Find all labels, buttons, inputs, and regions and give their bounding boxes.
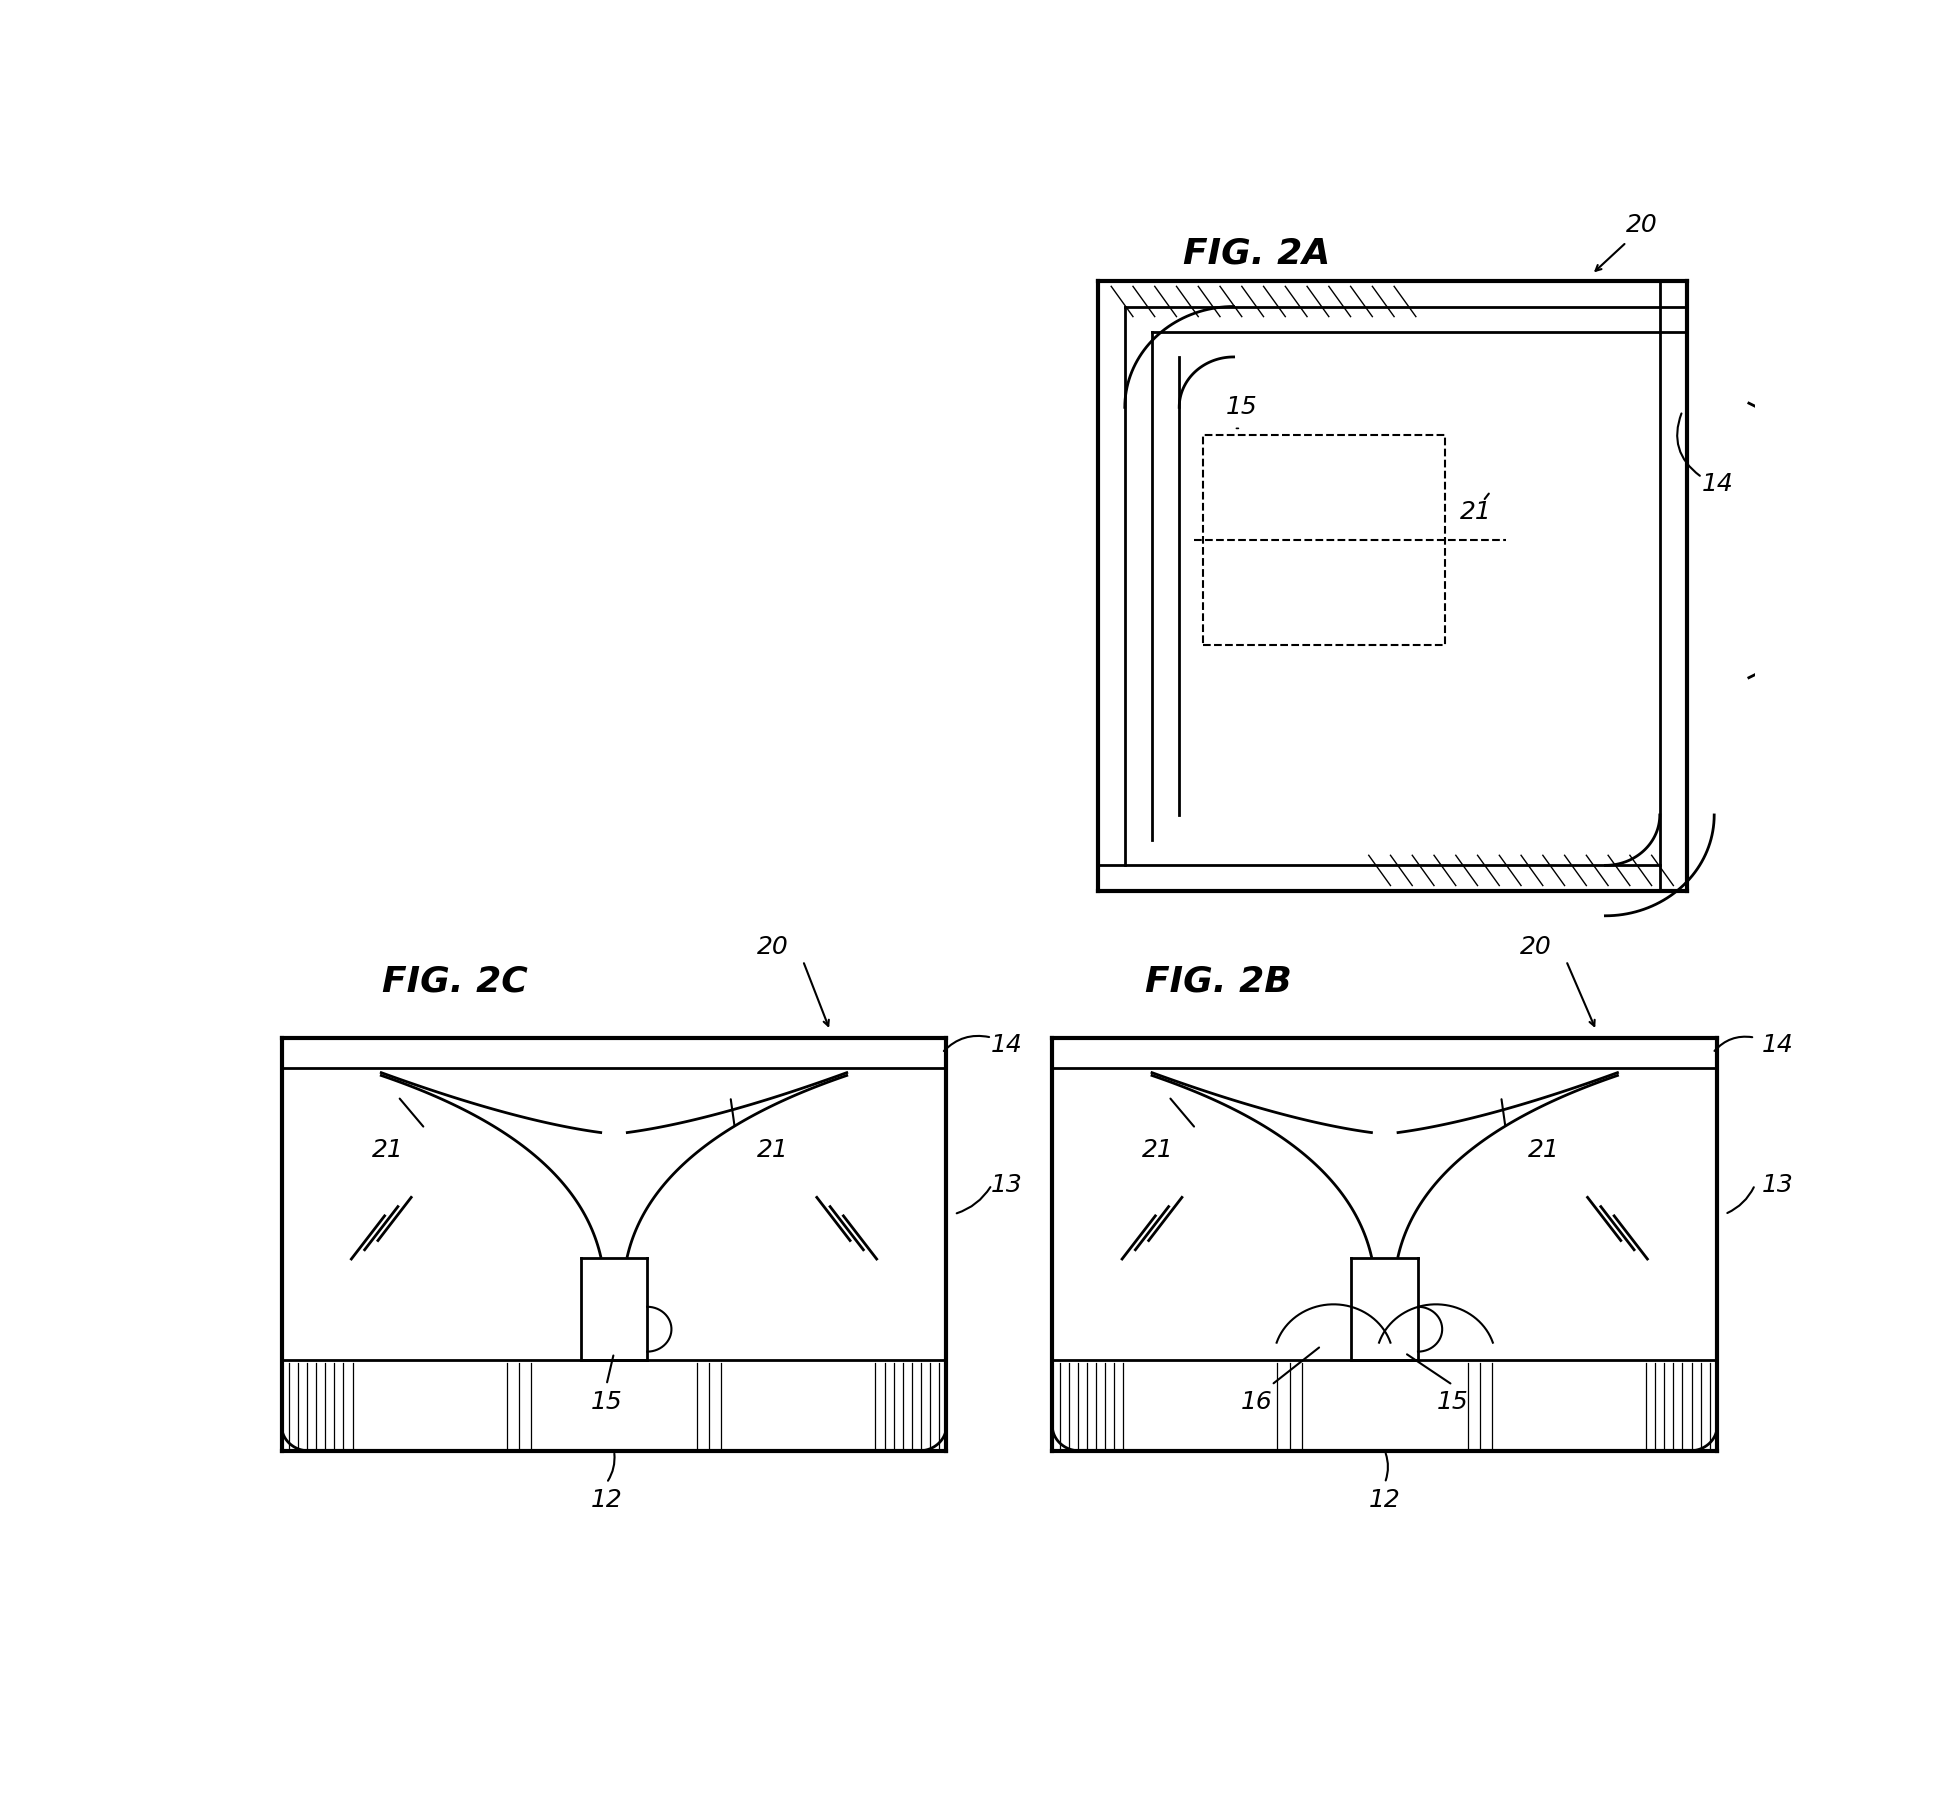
Text: FIG. 2B: FIG. 2B bbox=[1145, 964, 1293, 999]
Text: 20: 20 bbox=[1519, 935, 1552, 959]
Text: 21: 21 bbox=[1459, 500, 1492, 524]
Text: 20: 20 bbox=[757, 935, 788, 959]
Text: 13: 13 bbox=[1761, 1173, 1794, 1197]
Text: 14: 14 bbox=[1761, 1033, 1794, 1057]
Text: FIG. 2A: FIG. 2A bbox=[1182, 236, 1330, 271]
Text: 16: 16 bbox=[1240, 1390, 1271, 1413]
Text: FIG. 2C: FIG. 2C bbox=[382, 964, 528, 999]
Text: 20: 20 bbox=[1626, 213, 1658, 236]
Text: 21: 21 bbox=[757, 1137, 788, 1162]
Bar bbox=[1203, 435, 1445, 646]
Text: 21: 21 bbox=[370, 1137, 404, 1162]
Text: 21: 21 bbox=[1143, 1137, 1174, 1162]
Text: 14: 14 bbox=[991, 1033, 1024, 1057]
Text: 21: 21 bbox=[1527, 1137, 1560, 1162]
Text: 15: 15 bbox=[591, 1390, 622, 1413]
Text: 15: 15 bbox=[1437, 1390, 1468, 1413]
Text: 12: 12 bbox=[591, 1488, 622, 1512]
Text: 12: 12 bbox=[1369, 1488, 1400, 1512]
Text: 13: 13 bbox=[991, 1173, 1024, 1197]
Text: 15: 15 bbox=[1225, 395, 1258, 420]
Text: 14: 14 bbox=[1700, 473, 1734, 497]
